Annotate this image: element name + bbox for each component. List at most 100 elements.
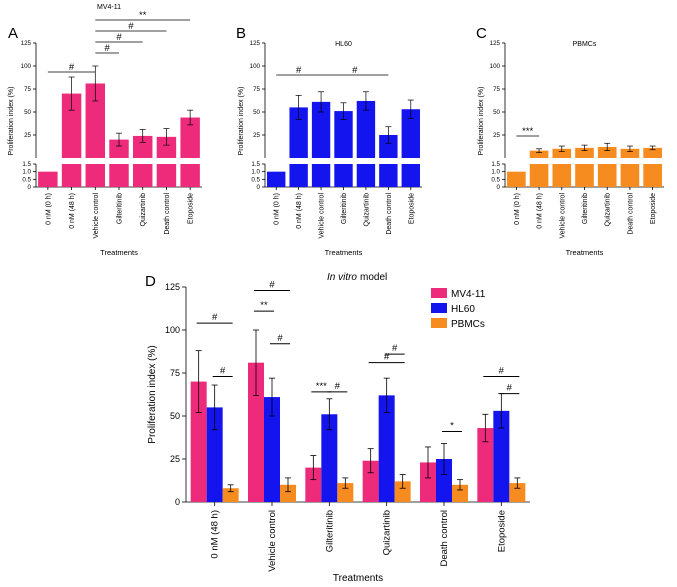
panel-b-bar-lower — [379, 164, 398, 187]
panel-c-x-label: Treatments — [566, 248, 604, 257]
panel-a-bar-lower — [85, 164, 106, 187]
panel-d-bar-pbmcs — [337, 483, 354, 502]
panel-c-y-label: Proliferation index (%) — [478, 87, 485, 156]
panel-b-ytick-label: 125 — [250, 40, 261, 47]
panel-a-bar — [38, 171, 58, 187]
panel-d-ytick-label: 25 — [170, 454, 180, 464]
panel-c-title: PBMCs — [573, 41, 597, 48]
panel-a-significance-label: ** — [139, 10, 147, 21]
panel-a-letter: A — [8, 25, 18, 42]
panel-b-significance-label: # — [296, 65, 302, 76]
panel-b-bar-lower — [289, 164, 308, 187]
panel-b-title: HL60 — [335, 41, 352, 48]
panel-d-category-label: 0 nM (48 h) — [210, 510, 221, 559]
panel-d-significance-label: # — [277, 333, 283, 344]
panel-d-significance-label: # — [392, 343, 398, 354]
panel-c-category-label: Gilteritinib — [582, 193, 589, 224]
panel-c-bar — [620, 148, 640, 158]
panel-a-significance-label: # — [116, 32, 122, 43]
panel-c-category-label: Vehicle control — [559, 193, 566, 239]
panel-d-significance-label: * — [450, 420, 454, 431]
panel-a-significance-label: # — [128, 21, 134, 32]
panel-b-category-label: 0 nM (48 h) — [296, 193, 303, 229]
panel-d-x-label: Treatments — [333, 573, 383, 584]
panel-c-bar — [507, 171, 526, 187]
panel-c-category-label: Etoposide — [650, 193, 657, 224]
panel-c-ytick-label: 125 — [490, 40, 501, 47]
panel-c-bar — [529, 150, 549, 158]
panel-d-bar-mv4-11 — [190, 381, 207, 502]
panel-c-bar — [597, 146, 617, 158]
panel-b-bar-lower — [401, 164, 420, 187]
panel-d-bar-mv4-11 — [420, 462, 436, 502]
panel-a-bar — [61, 93, 82, 158]
panel-c-bar — [643, 147, 662, 158]
panel-a-category-label: 0 nM (48 h) — [69, 193, 76, 229]
panel-a-ytick-label: 0.5 — [22, 176, 31, 183]
panel-c-category-label: Death control — [627, 193, 634, 235]
panel-b-bar — [356, 100, 376, 158]
panel-c-category-label: 0 nM (48 h) — [537, 193, 544, 229]
panel-d-category-label: Death control — [439, 510, 450, 567]
panel-c-bar-lower — [529, 164, 549, 187]
panel-d-category-label: Vehicle control — [267, 510, 278, 572]
panel-b-letter: B — [236, 25, 246, 42]
panel-b-bar — [401, 109, 420, 158]
panel-d-bar-hl60 — [321, 414, 338, 502]
panel-c-ytick-label: 0 — [497, 184, 501, 191]
panel-c-bar-lower — [643, 164, 662, 187]
panel-d-legend-swatch-hl60 — [431, 303, 447, 313]
panel-a-bar-lower — [156, 164, 177, 187]
panel-c-ytick-label: 50 — [493, 109, 500, 116]
panel-a-category-label: Death control — [164, 193, 171, 235]
panel-c-bar-lower — [597, 164, 617, 187]
panel-d-significance-label: # — [212, 312, 218, 323]
panel-b-ytick-label: 0 — [257, 184, 261, 191]
panel-b-category-label: Gilteritinib — [341, 193, 348, 224]
panel-b-category-label: 0 nM (0 h) — [274, 193, 281, 225]
panel-d-significance-label: # — [269, 279, 275, 290]
panel-c-ytick-label: 100 — [490, 63, 501, 70]
panel-c-significance-label: *** — [522, 126, 533, 137]
panel-a-bar — [85, 83, 106, 158]
panel-a-category-label: Vehicle control — [93, 193, 100, 239]
panel-a-ytick-label: 75 — [24, 86, 31, 93]
panel-d-significance-label: # — [335, 381, 341, 392]
panel-d-bar-hl60 — [436, 459, 452, 502]
panel-d-legend-label: PBMCs — [451, 319, 485, 330]
panel-a-y-label: Proliferation index (%) — [8, 87, 15, 156]
panel-d-bar-pbmcs — [222, 488, 239, 502]
panel-c-category-label: 0 nM (0 h) — [514, 193, 521, 225]
panel-d-significance-label: ** — [260, 300, 268, 311]
panel-c-ytick-label: 1.5 — [491, 161, 500, 168]
panel-d-bar-mv4-11 — [477, 428, 494, 502]
panel-d-y-label: Proliferation index (%) — [147, 345, 158, 443]
panel-d-bar-hl60 — [206, 407, 223, 502]
panel-d-bar-hl60 — [264, 397, 280, 502]
panel-b-bar — [267, 171, 286, 187]
panel-c-letter: C — [476, 25, 487, 42]
panel-b-category-label: Etoposide — [408, 193, 415, 224]
panel-b-category-label: Death control — [386, 193, 393, 235]
panel-d-letter: D — [145, 273, 156, 290]
panel-d-ytick-label: 50 — [170, 411, 180, 421]
panel-a-category-label: Quizartinib — [140, 193, 147, 227]
panel-d-bar-mv4-11 — [248, 362, 264, 502]
panel-d-legend-label: MV4-11 — [451, 289, 486, 300]
panel-a-ytick-label: 1.5 — [22, 161, 31, 168]
panel-c-bar-lower — [620, 164, 640, 187]
panel-d-category-label: Etoposide — [496, 510, 507, 552]
panel-d-ytick-label: 100 — [165, 325, 180, 335]
panel-b-bar-lower — [311, 164, 331, 187]
panel-d-ytick-label: 0 — [175, 497, 180, 507]
panel-c-bar-lower — [552, 164, 572, 187]
panel-a-bar — [109, 139, 129, 158]
panel-b-ytick-label: 25 — [253, 132, 260, 139]
panel-b-category-label: Quizartinib — [363, 193, 370, 227]
panel-d-ytick-label: 125 — [165, 282, 180, 292]
panel-d-significance-label: # — [499, 365, 505, 376]
panel-c-bar-lower — [575, 164, 594, 187]
panel-a-ytick-label: 50 — [24, 109, 31, 116]
panel-d-title: model — [360, 272, 387, 283]
panel-b-ytick-label: 100 — [250, 63, 261, 70]
